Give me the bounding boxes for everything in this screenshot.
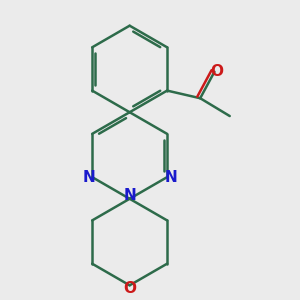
Text: O: O [123,281,136,296]
Text: N: N [164,169,177,184]
Text: N: N [82,169,95,184]
Text: O: O [211,64,224,79]
Text: N: N [123,188,136,203]
